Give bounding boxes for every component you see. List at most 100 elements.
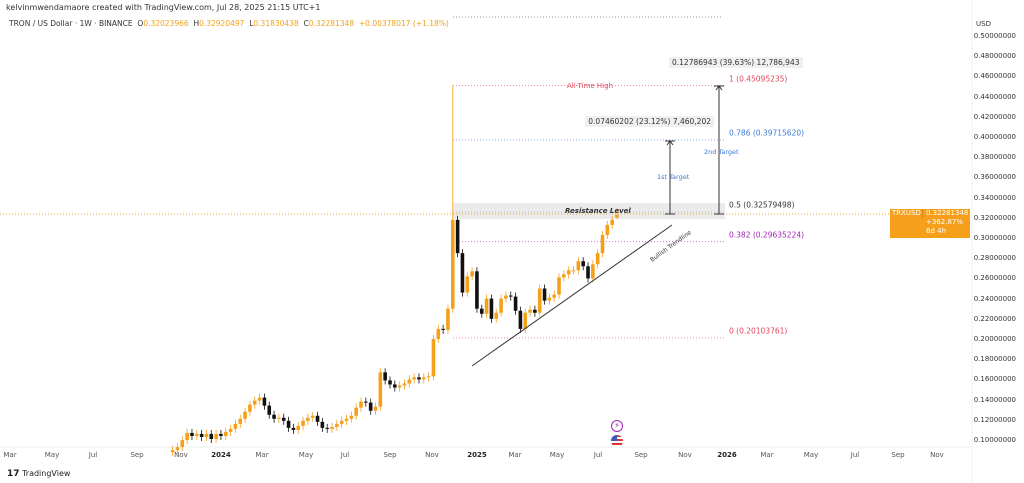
target2-arrow[interactable] bbox=[714, 85, 724, 215]
candle bbox=[610, 215, 614, 229]
candle bbox=[489, 294, 494, 323]
candle-body bbox=[571, 270, 576, 272]
high-label: H bbox=[193, 19, 200, 28]
candle-body bbox=[562, 274, 566, 278]
candle-body bbox=[422, 377, 426, 380]
candle bbox=[441, 324, 445, 334]
candle-body bbox=[470, 271, 474, 277]
time-tick: May bbox=[298, 451, 314, 459]
price-tick: 0.50000000 bbox=[973, 32, 1016, 40]
candle bbox=[238, 414, 243, 428]
candle-body bbox=[257, 397, 262, 401]
candle bbox=[277, 413, 281, 423]
candle-body bbox=[339, 420, 344, 424]
symbol-legend: TRON / US Dollar · 1W · BINANCE O0.32023… bbox=[9, 19, 449, 28]
candle-body bbox=[325, 427, 329, 429]
candle bbox=[508, 291, 513, 301]
candle-body bbox=[450, 219, 455, 309]
symbol-title[interactable]: TRON / US Dollar · 1W · BINANCE bbox=[9, 19, 133, 28]
candle-body bbox=[489, 298, 494, 319]
candle-body bbox=[219, 433, 223, 436]
candle-body bbox=[397, 385, 402, 388]
candle bbox=[368, 398, 373, 415]
candle-body bbox=[190, 432, 194, 436]
candle-body bbox=[180, 440, 185, 448]
candle bbox=[209, 429, 214, 444]
us-flag-icon[interactable] bbox=[611, 435, 623, 447]
candle-body bbox=[537, 288, 542, 313]
candle bbox=[393, 380, 397, 392]
trendline-label: Bullish Trendline bbox=[649, 229, 693, 264]
time-tick: May bbox=[549, 451, 565, 459]
candle bbox=[262, 393, 267, 410]
lightning-event-icon[interactable]: ⚡ bbox=[611, 420, 623, 432]
candle-body bbox=[595, 253, 600, 265]
time-tick: Mar bbox=[760, 451, 774, 459]
candle bbox=[479, 304, 484, 318]
candle bbox=[455, 215, 460, 258]
candle bbox=[190, 428, 194, 440]
candle bbox=[591, 260, 595, 283]
time-tick: Sep bbox=[130, 451, 144, 459]
candle-body bbox=[523, 312, 528, 329]
candle bbox=[388, 376, 392, 389]
currency-label: USD bbox=[976, 20, 991, 28]
candle bbox=[465, 272, 470, 297]
candle bbox=[214, 429, 218, 444]
candle bbox=[600, 230, 605, 258]
measure2-label: 0.12786943 (39.63%) 12,786,943 bbox=[669, 57, 803, 68]
candle-body bbox=[388, 380, 392, 385]
candle-body bbox=[315, 415, 320, 422]
measure1-label: 0.07460202 (23.12%) 7,460,202 bbox=[585, 116, 714, 127]
bullish-trendline[interactable] bbox=[471, 224, 673, 367]
candle bbox=[267, 401, 272, 419]
candle-body bbox=[262, 397, 267, 406]
price-tag-countdown: 6d 4h bbox=[926, 227, 947, 235]
candle bbox=[194, 429, 199, 440]
candle-body bbox=[364, 401, 368, 403]
price-tick: 0.10000000 bbox=[973, 436, 1016, 444]
candle bbox=[339, 416, 344, 428]
target1-arrow[interactable] bbox=[665, 140, 675, 215]
candle bbox=[306, 413, 310, 425]
time-tick: Jul bbox=[340, 451, 350, 459]
candle-body bbox=[252, 400, 257, 405]
candle-body bbox=[349, 415, 354, 419]
candle-body bbox=[335, 423, 339, 427]
price-tick: 0.24000000 bbox=[973, 294, 1016, 303]
credit-text: kelvinmwendamaore created with TradingVi… bbox=[6, 3, 321, 12]
candle-body bbox=[417, 377, 421, 380]
candle-body bbox=[204, 433, 209, 437]
candle bbox=[243, 407, 247, 423]
candle bbox=[499, 294, 503, 317]
price-tick: 0.48000000 bbox=[973, 52, 1016, 61]
tv-logo-icon: 𝟭𝟳 bbox=[7, 469, 20, 479]
candle-body bbox=[542, 288, 547, 301]
time-tick: 2026 bbox=[717, 451, 737, 459]
fib-label: 1 (0.45095235) bbox=[729, 74, 788, 84]
candle bbox=[272, 410, 276, 423]
candle bbox=[450, 85, 455, 313]
low-value: 0.31830438 bbox=[253, 19, 299, 28]
candle bbox=[228, 424, 233, 436]
candle-body bbox=[586, 266, 590, 279]
time-tick: Nov bbox=[425, 451, 439, 459]
price-tick: 0.14000000 bbox=[973, 395, 1016, 404]
candle bbox=[199, 429, 204, 442]
candle bbox=[402, 379, 407, 390]
brand-text: TradingView bbox=[22, 469, 71, 478]
candle bbox=[518, 306, 523, 333]
price-tag-symbol: TRXUSD bbox=[890, 209, 923, 218]
candle bbox=[547, 293, 552, 305]
candle-body bbox=[431, 339, 436, 377]
candle bbox=[533, 305, 537, 317]
candle-body bbox=[393, 384, 397, 388]
candle-body bbox=[513, 296, 518, 311]
price-tag-change: +362.87% bbox=[926, 218, 964, 226]
fib-label: 0.5 (0.32579498) bbox=[729, 200, 795, 210]
time-tick: Nov bbox=[930, 451, 944, 459]
candle bbox=[542, 284, 547, 305]
candle bbox=[286, 416, 291, 432]
candle-body bbox=[194, 433, 199, 436]
